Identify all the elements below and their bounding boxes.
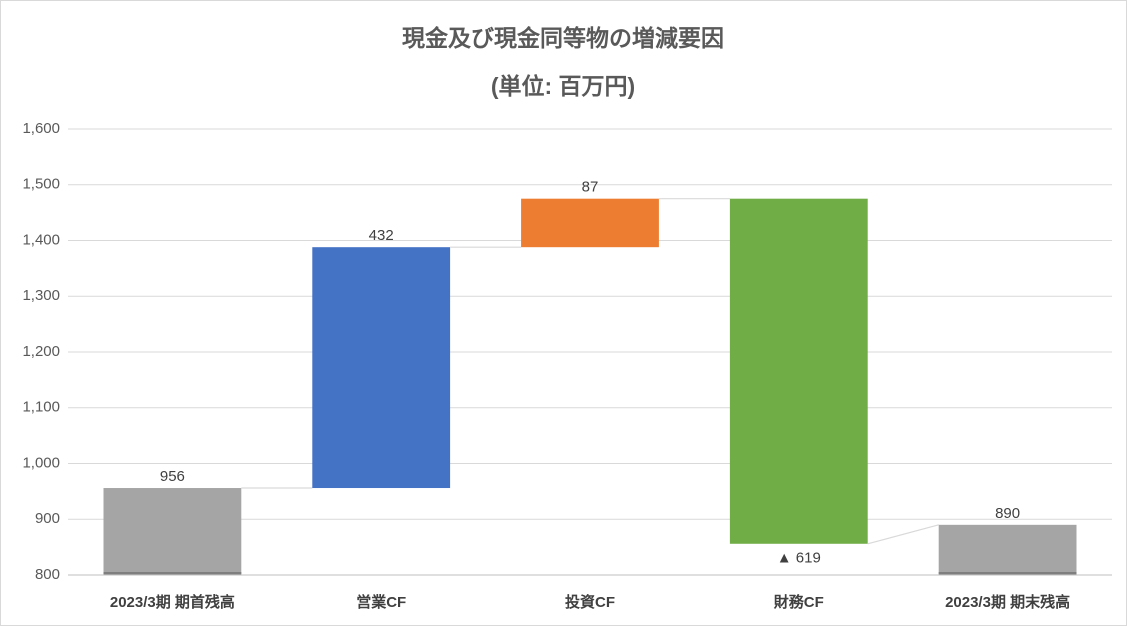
bar xyxy=(729,198,868,544)
x-tick-label: 財務CF xyxy=(773,593,824,611)
y-tick-label: 1,500 xyxy=(22,176,60,193)
y-tick-label: 1,600 xyxy=(22,120,60,137)
y-tick-label: 1,100 xyxy=(22,399,60,416)
data-label: 87 xyxy=(582,179,599,196)
bar xyxy=(103,488,242,575)
y-tick-label: 1,000 xyxy=(22,454,60,471)
y-tick-label: 800 xyxy=(35,566,60,583)
y-tick-label: 1,300 xyxy=(22,287,60,304)
x-tick-label: 投資CF xyxy=(565,593,615,611)
data-label: 432 xyxy=(369,227,394,244)
x-tick-label: 2023/3期 期首残高 xyxy=(110,593,235,611)
x-tick-label: 営業CF xyxy=(356,593,406,611)
y-tick-label: 900 xyxy=(35,510,60,527)
x-tick-label: 2023/3期 期末残高 xyxy=(945,593,1070,611)
chart-title: 現金及び現金同等物の増減要因 xyxy=(402,25,724,51)
chart-subtitle: (単位: 百万円) xyxy=(491,73,635,99)
bar xyxy=(521,198,659,248)
data-label: ▲ 619 xyxy=(777,550,821,567)
connector xyxy=(867,524,939,545)
y-tick-label: 1,400 xyxy=(22,231,60,248)
data-label: 956 xyxy=(160,468,185,485)
data-label: 890 xyxy=(995,505,1020,522)
bar xyxy=(312,247,451,489)
y-tick-label: 1,200 xyxy=(22,343,60,360)
bar xyxy=(938,524,1077,575)
